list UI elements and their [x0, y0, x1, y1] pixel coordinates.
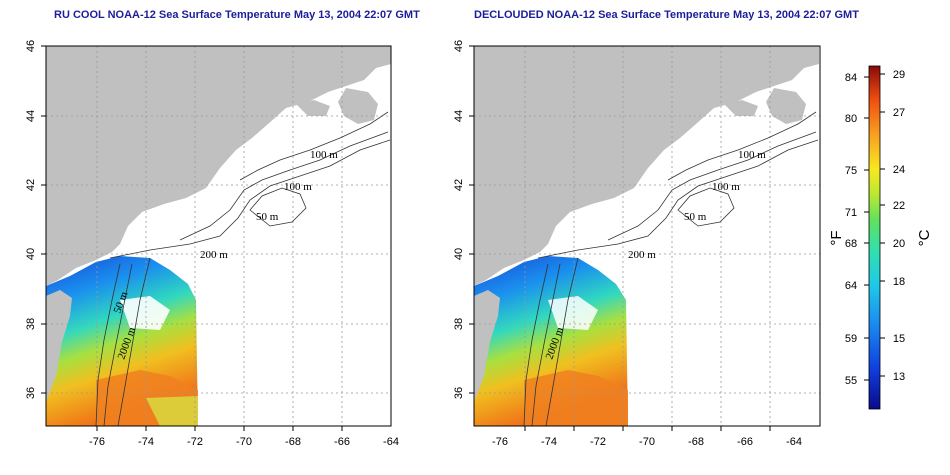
- x-tick-label: -64: [786, 436, 802, 448]
- x-tick-label: -66: [737, 436, 753, 448]
- x-tick-label: -76: [89, 436, 105, 448]
- x-tick-label: -70: [639, 436, 655, 448]
- contour-label: 50 m: [684, 211, 707, 223]
- left-map-title: RU COOL NOAA-12 Sea Surface Temperature …: [54, 9, 420, 21]
- contour-label: 100 m: [712, 181, 740, 193]
- x-tick-label: -64: [383, 436, 399, 448]
- x-tick-label: -76: [492, 436, 508, 448]
- temperature-colorbar: 84 80 75 71 68 64 59 55 29 27 24 22 20 1…: [828, 65, 933, 410]
- celsius-tick-label: 24: [893, 164, 905, 176]
- right-map-title: DECLOUDED NOAA-12 Sea Surface Temperatur…: [474, 9, 859, 21]
- y-tick-label: 40: [453, 248, 465, 260]
- y-tick-label: 44: [25, 110, 37, 122]
- fahrenheit-tick-label: 64: [845, 280, 857, 292]
- x-tick-label: -74: [138, 436, 154, 448]
- x-tick-label: -68: [285, 436, 301, 448]
- celsius-labels: 29 27 24 22 20 18 15 13: [893, 69, 905, 383]
- celsius-tick-label: 18: [893, 276, 905, 288]
- x-tick-label: -74: [541, 436, 557, 448]
- celsius-tick-label: 27: [893, 107, 905, 119]
- celsius-unit-label: °C: [916, 229, 933, 246]
- fahrenheit-unit-label: °F: [828, 230, 845, 245]
- x-tick-label: -72: [187, 436, 203, 448]
- contour-label: 100 m: [310, 149, 338, 161]
- right-x-axis-labels: -76 -74 -72 -70 -68 -66 -64: [492, 436, 802, 448]
- celsius-tick-label: 22: [893, 200, 905, 212]
- contour-label: 200 m: [200, 249, 228, 261]
- x-tick-label: -72: [590, 436, 606, 448]
- y-tick-label: 42: [453, 179, 465, 191]
- celsius-tick-label: 20: [893, 238, 905, 250]
- fahrenheit-tick-label: 75: [845, 165, 857, 177]
- colorbar-gradient: [868, 65, 881, 410]
- fahrenheit-labels: 84 80 75 71 68 64 59 55: [845, 72, 857, 387]
- fahrenheit-tick-label: 55: [845, 375, 857, 387]
- right-y-axis-labels: 36 38 40 42 44 46: [453, 40, 465, 399]
- fahrenheit-tick-label: 71: [845, 207, 857, 219]
- right-map: 100 m 100 m 50 m 200 m 2000 m -76 -74 -7…: [453, 40, 821, 448]
- contour-label: 100 m: [284, 181, 312, 193]
- left-bathymetry-contours: [95, 111, 391, 426]
- contour-label: 100 m: [738, 149, 766, 161]
- left-x-axis-labels: -76 -74 -72 -70 -68 -66 -64: [89, 436, 399, 448]
- y-tick-label: 46: [25, 40, 37, 52]
- y-tick-label: 36: [453, 387, 465, 399]
- y-tick-label: 40: [25, 248, 37, 260]
- fahrenheit-tick-label: 59: [845, 333, 857, 345]
- y-tick-label: 38: [25, 318, 37, 330]
- right-bathymetry-contours: [523, 111, 819, 426]
- fahrenheit-tick-label: 68: [845, 238, 857, 250]
- y-tick-label: 42: [25, 179, 37, 191]
- celsius-tick-label: 29: [893, 69, 905, 81]
- left-y-axis-labels: 36 38 40 42 44 46: [25, 40, 37, 399]
- y-tick-label: 38: [453, 318, 465, 330]
- celsius-tick-label: 15: [893, 333, 905, 345]
- x-tick-label: -68: [688, 436, 704, 448]
- y-tick-label: 46: [453, 40, 465, 52]
- contour-label: 50 m: [256, 211, 279, 223]
- celsius-tick-label: 13: [893, 371, 905, 383]
- contour-label: 200 m: [628, 249, 656, 261]
- y-tick-label: 44: [453, 110, 465, 122]
- fahrenheit-tick-label: 84: [845, 72, 857, 84]
- fahrenheit-tick-label: 80: [845, 113, 857, 125]
- x-tick-label: -70: [236, 436, 252, 448]
- left-map: 100 m 100 m 50 m 200 m 50 m 2000 m -76 -…: [25, 40, 399, 448]
- x-tick-label: -66: [334, 436, 350, 448]
- y-tick-label: 36: [25, 387, 37, 399]
